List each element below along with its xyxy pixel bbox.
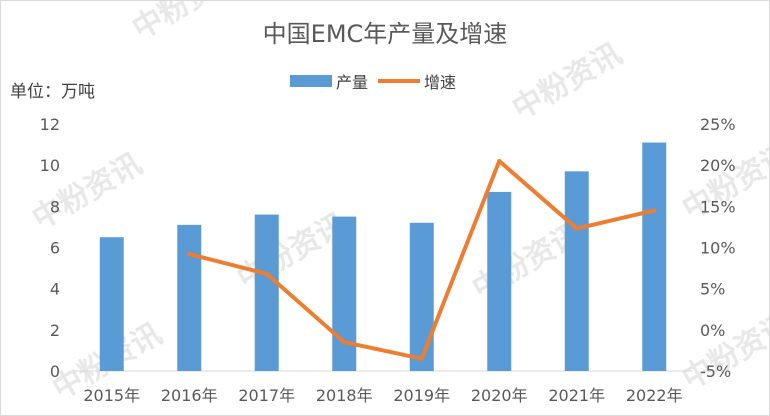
right-axis-tick-label: -5% bbox=[700, 362, 731, 381]
growth-point-2021年 bbox=[574, 226, 579, 231]
watermark-text: 中粉资讯 bbox=[127, 0, 248, 47]
bar-2016年 bbox=[177, 224, 202, 371]
bar-2015年 bbox=[99, 237, 124, 371]
unit-label: 单位：万吨 bbox=[10, 82, 95, 102]
x-axis-tick-label: 2018年 bbox=[316, 386, 373, 405]
growth-point-2016年 bbox=[187, 252, 192, 257]
legend-bar-label: 产量 bbox=[336, 73, 369, 92]
right-axis-tick-label: 10% bbox=[700, 239, 736, 258]
left-axis-tick-label: 12 bbox=[40, 115, 60, 134]
left-axis-tick-label: 8 bbox=[50, 197, 60, 216]
growth-point-2018年 bbox=[342, 340, 347, 345]
watermark-text: 中粉资讯 bbox=[507, 37, 628, 127]
left-axis-tick-label: 0 bbox=[50, 362, 60, 381]
left-axis-tick-label: 6 bbox=[50, 239, 60, 258]
legend-line-label: 增速 bbox=[424, 73, 457, 92]
x-axis-tick-label: 2015年 bbox=[83, 386, 140, 405]
left-axis-tick-label: 4 bbox=[50, 280, 60, 299]
x-axis-tick-label: 2017年 bbox=[238, 386, 295, 405]
chart-title: 中国EMC年产量及增速 bbox=[262, 20, 508, 48]
right-axis-tick-label: 20% bbox=[700, 156, 736, 175]
growth-point-2019年 bbox=[419, 356, 424, 361]
right-axis-tick-label: 15% bbox=[700, 197, 736, 216]
x-axis-tick-label: 2016年 bbox=[161, 386, 218, 405]
x-axis-tick-label: 2021年 bbox=[548, 386, 605, 405]
legend-item-bar: 产量 bbox=[290, 69, 368, 93]
legend-bar-swatch bbox=[290, 75, 332, 87]
x-axis-tick-label: 2019年 bbox=[393, 386, 450, 405]
x-axis-tick-label: 2022年 bbox=[626, 386, 683, 405]
left-axis-tick-label: 2 bbox=[50, 321, 60, 340]
growth-point-2017年 bbox=[264, 271, 269, 276]
right-axis-tick-label: 0% bbox=[700, 321, 725, 340]
bar-2020年 bbox=[487, 191, 512, 371]
bar-2019年 bbox=[409, 222, 434, 371]
bar-2017年 bbox=[254, 214, 279, 371]
growth-point-2020年 bbox=[497, 159, 502, 164]
bar-2022年 bbox=[642, 142, 667, 371]
growth-point-2022年 bbox=[652, 208, 657, 213]
bar-2021年 bbox=[564, 171, 589, 371]
legend-item-line: 增速 bbox=[378, 69, 456, 93]
legend-line-swatch bbox=[378, 79, 421, 83]
right-axis-tick-label: 25% bbox=[700, 115, 736, 134]
left-axis-tick-label: 10 bbox=[40, 156, 60, 175]
bar-2018年 bbox=[332, 216, 357, 371]
right-axis-tick-label: 5% bbox=[700, 280, 725, 299]
chart-legend: 产量 增速 bbox=[290, 70, 466, 92]
x-axis-tick-label: 2020年 bbox=[471, 386, 528, 405]
